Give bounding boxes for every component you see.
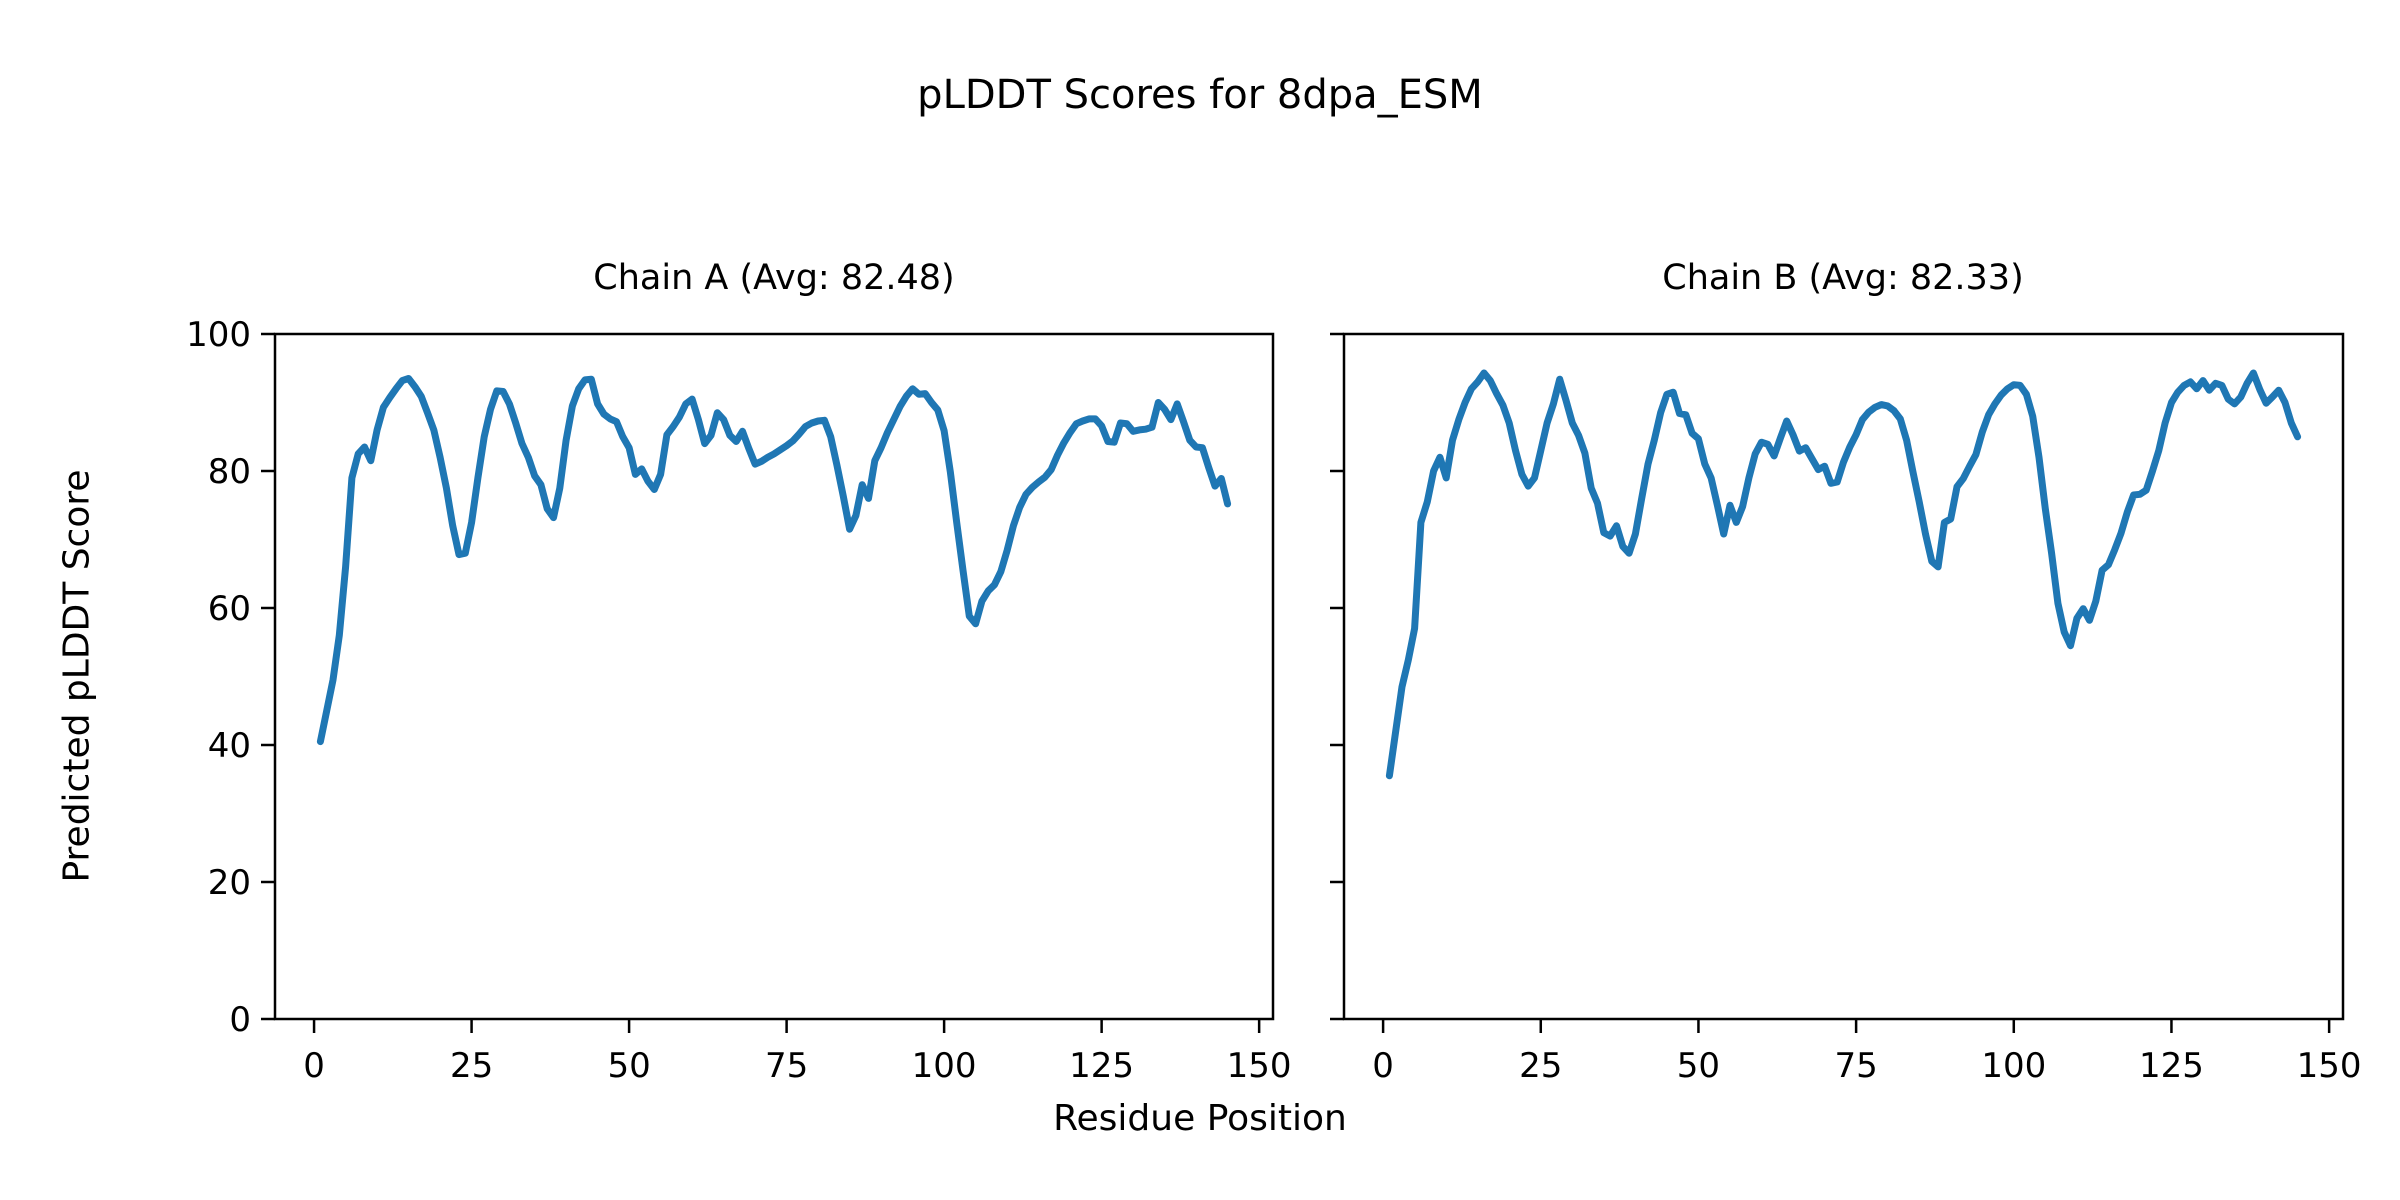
x-tick-label: 25 — [450, 1046, 493, 1086]
plddt-line-chain-a — [316, 375, 1232, 746]
y-tick-label: 20 — [208, 863, 251, 903]
x-tick-label: 25 — [1519, 1046, 1562, 1086]
x-tick-label: 150 — [2297, 1046, 2362, 1086]
subplot-b-title: Chain B (Avg: 82.33) — [1662, 258, 2024, 298]
y-tick-label: 100 — [186, 315, 251, 355]
x-tick-label: 50 — [1677, 1046, 1720, 1086]
axes-box — [1342, 332, 2345, 1021]
y-tick-label: 0 — [229, 1000, 251, 1040]
x-tick-label: 150 — [1227, 1046, 1292, 1086]
plddt-line-chain-b — [1385, 369, 2302, 780]
x-tick-label: 125 — [1069, 1046, 1134, 1086]
y-tick-label: 80 — [208, 452, 251, 492]
figure-title: pLDDT Scores for 8dpa_ESM — [917, 72, 1483, 118]
x-tick-label: 0 — [1372, 1046, 1394, 1086]
axes-box — [273, 332, 1275, 1021]
y-tick-label: 60 — [208, 589, 251, 629]
x-tick-label: 100 — [1981, 1046, 2046, 1086]
x-tick-label: 125 — [2139, 1046, 2204, 1086]
x-tick-label: 50 — [607, 1046, 650, 1086]
subplot-a-title: Chain A (Avg: 82.48) — [593, 258, 955, 298]
x-tick-label: 0 — [303, 1046, 325, 1086]
x-tick-label: 75 — [765, 1046, 808, 1086]
x-axis-label: Residue Position — [1053, 1098, 1347, 1139]
y-tick-label: 40 — [208, 726, 251, 766]
x-tick-label: 75 — [1834, 1046, 1877, 1086]
x-tick-label: 100 — [912, 1046, 977, 1086]
